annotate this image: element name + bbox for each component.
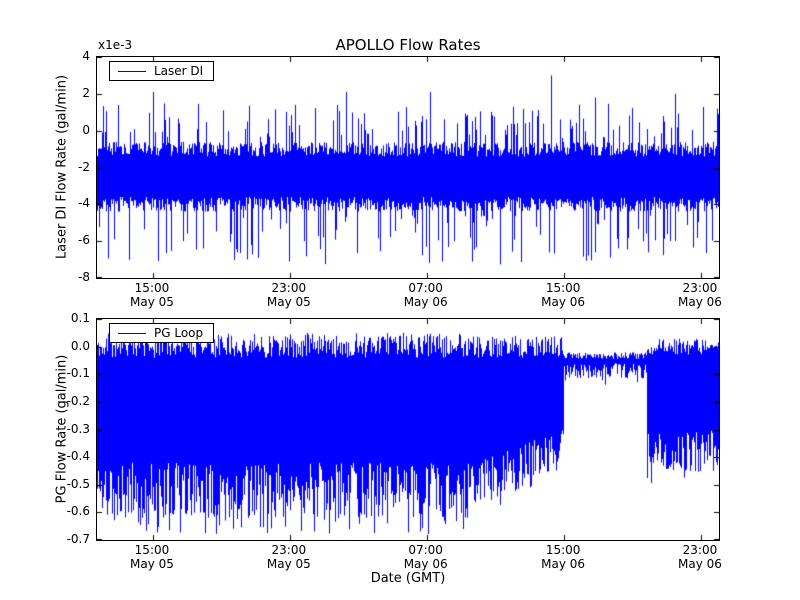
x-tick-date: May 05	[130, 295, 174, 309]
x-tick-date: May 06	[403, 295, 448, 309]
pg-loop-y-tick-label: -0.6	[66, 504, 90, 519]
laser-di-legend: Laser DI	[109, 61, 215, 81]
pg-loop-x-tick-label: 23:00 May 06	[660, 543, 740, 571]
laser-di-y-tick-label: 4	[82, 49, 90, 63]
pg-loop-x-tick-label: 15:00 May 05	[112, 543, 192, 571]
pg-loop-y-tick-label: -0.2	[66, 393, 90, 408]
x-tick-time: 07:00	[408, 543, 443, 557]
pg-loop-plot	[97, 319, 719, 540]
pg-loop-y-tick-label: -0.1	[66, 366, 90, 381]
x-tick-time: 07:00	[408, 281, 443, 295]
pg-loop-y-tick-label: 0.0	[70, 338, 90, 353]
x-tick-date: May 05	[266, 557, 311, 571]
laser-di-x-tick-label: 23:00 May 06	[660, 281, 740, 309]
x-tick-time: 23:00	[682, 281, 718, 295]
x-tick-date: May 06	[678, 295, 722, 309]
legend-line-sample	[118, 70, 146, 72]
pg-loop-y-tick-label: -0.7	[66, 532, 90, 546]
x-tick-time: 15:00	[134, 281, 170, 295]
x-tick-date: May 06	[678, 557, 722, 571]
x-tick-time: 23:00	[271, 543, 307, 557]
chart-title: APOLLO Flow Rates	[335, 36, 481, 54]
x-tick-date: May 06	[403, 557, 448, 571]
laser-di-x-tick-label: 15:00 May 06	[523, 281, 603, 309]
x-axis-label: Date (GMT)	[370, 571, 446, 586]
y-axis-offset-label: x1e-3	[98, 38, 133, 52]
laser-di-y-tick-label: 2	[82, 85, 90, 100]
x-tick-time: 15:00	[545, 281, 581, 295]
legend-line-sample	[118, 332, 146, 334]
laser-di-plot	[97, 57, 719, 278]
x-tick-time: 15:00	[134, 543, 170, 557]
x-tick-date: May 05	[130, 557, 174, 571]
laser-di-y-tick-label: -2	[78, 159, 90, 174]
x-tick-time: 23:00	[271, 281, 307, 295]
laser-di-y-tick-label: -6	[78, 233, 90, 248]
laser-di-axes: Laser DI	[96, 56, 720, 279]
laser-di-y-tick-label: -4	[78, 196, 90, 211]
x-tick-date: May 06	[541, 557, 586, 571]
laser-di-y-tick-label: -8	[78, 270, 90, 284]
pg-loop-y-tick-label: 0.1	[70, 311, 90, 325]
pg-loop-x-tick-label: 07:00 May 06	[386, 543, 466, 571]
pg-loop-axes: PG Loop	[96, 318, 720, 541]
pg-loop-y-tick-label: -0.3	[66, 421, 90, 436]
legend-label: PG Loop	[154, 326, 204, 340]
x-tick-date: May 06	[541, 295, 586, 309]
legend-label: Laser DI	[154, 64, 204, 78]
pg-loop-legend: PG Loop	[109, 323, 215, 343]
pg-loop-y-tick-label: -0.5	[66, 476, 90, 491]
pg-loop-x-tick-label: 23:00 May 05	[249, 543, 329, 571]
laser-di-x-tick-label: 07:00 May 06	[386, 281, 466, 309]
laser-di-x-tick-label: 23:00 May 05	[249, 281, 329, 309]
x-tick-time: 15:00	[545, 543, 581, 557]
pg-loop-x-tick-label: 15:00 May 06	[523, 543, 603, 571]
laser-di-x-tick-label: 15:00 May 05	[112, 281, 192, 309]
pg-loop-y-tick-label: -0.4	[66, 449, 90, 464]
x-tick-date: May 05	[266, 295, 311, 309]
laser-di-y-tick-label: 0	[82, 122, 90, 137]
x-tick-time: 23:00	[682, 543, 718, 557]
